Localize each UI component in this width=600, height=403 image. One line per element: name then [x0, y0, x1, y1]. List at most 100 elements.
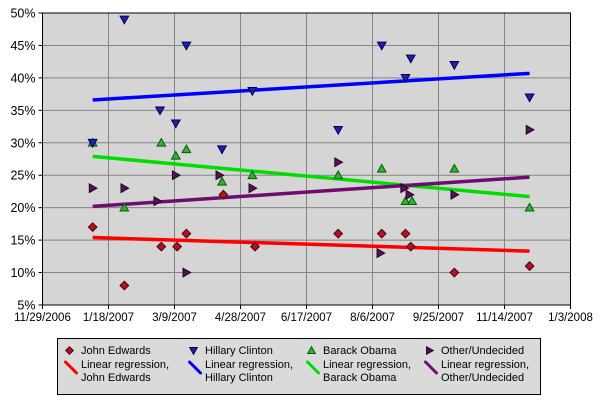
marker-john-edwards: [333, 228, 344, 239]
legend-item-regression-other-undecided: Linear regression, Other/Undecided: [424, 359, 542, 393]
marker-hillary-clinton: [400, 74, 411, 84]
marker-other-undecided: [88, 183, 98, 194]
marker-john-edwards: [405, 241, 416, 252]
marker-barack-obama: [449, 163, 460, 173]
plot-border: [42, 12, 571, 306]
x-tick-label: 6/17/2007: [281, 312, 332, 324]
y-tick-label: 50%: [10, 7, 35, 21]
marker-barack-obama: [181, 143, 192, 154]
legend-item-regression-barack-obama: Linear regression, Barack Obama: [306, 359, 424, 393]
marker-other-undecided: [400, 183, 410, 194]
regression-line-swatch-icon: [306, 360, 320, 375]
marker-other-undecided: [334, 157, 344, 168]
marker-other-undecided: [171, 170, 182, 181]
legend-item-regression-hillary-clinton: Linear regression, Hillary Clinton: [188, 359, 306, 393]
regression-line-john-edwards: [92, 235, 530, 253]
marker-john-edwards: [250, 241, 261, 252]
legend-label: Hillary Clinton: [205, 344, 273, 357]
legend-item-hillary-clinton: Hillary Clinton: [188, 342, 306, 359]
marker-hillary-clinton: [405, 54, 416, 64]
marker-other-undecided: [248, 183, 258, 194]
y-tick-label: 10%: [10, 266, 35, 280]
marker-hillary-clinton: [449, 61, 460, 71]
marker-john-edwards: [449, 267, 460, 278]
y-tick-label: 15%: [10, 234, 35, 248]
legend-label: Linear regression, Barack Obama: [323, 359, 412, 384]
legend-label: Linear regression, John Edwards: [81, 359, 170, 384]
x-tick-label: 9/25/2007: [413, 312, 464, 324]
marker-other-undecided: [215, 170, 225, 181]
x-tick-label: 11/14/2007: [476, 312, 533, 324]
y-tick-label: 5%: [17, 299, 35, 313]
x-tick-label: 1/3/2008: [548, 312, 593, 324]
triangle-down-marker-icon: [188, 347, 199, 356]
regression-line-swatch-icon: [188, 360, 202, 375]
y-tick-label: 25%: [10, 169, 35, 183]
regression-line-other-undecided: [92, 175, 530, 209]
marker-hillary-clinton: [154, 106, 166, 116]
y-tick-label: 40%: [10, 71, 35, 85]
marker-hillary-clinton: [87, 138, 98, 149]
marker-john-edwards: [524, 261, 535, 272]
legend-item-regression-john-edwards: Linear regression, John Edwards: [64, 359, 188, 393]
x-tick-label: 1/18/2007: [83, 312, 134, 324]
marker-hillary-clinton: [376, 41, 387, 51]
x-tick-label: 3/9/2007: [152, 312, 197, 324]
regression-line-swatch-icon: [64, 360, 78, 375]
legend-item-barack-obama: Barack Obama: [306, 342, 424, 359]
y-tick-label: 35%: [10, 104, 35, 118]
marker-hillary-clinton: [247, 87, 258, 97]
marker-barack-obama: [170, 150, 181, 160]
marker-barack-obama: [119, 202, 130, 212]
x-tick-label: 4/28/2007: [215, 312, 266, 324]
marker-john-edwards: [218, 189, 229, 200]
y-tick-label: 45%: [10, 39, 35, 53]
marker-other-undecided: [153, 196, 163, 207]
marker-barack-obama: [247, 169, 258, 180]
legend-label: Linear regression, Other/Undecided: [441, 359, 530, 384]
marker-barack-obama: [376, 163, 387, 173]
marker-other-undecided: [120, 183, 130, 194]
legend-label: John Edwards: [81, 344, 151, 357]
marker-barack-obama: [406, 195, 418, 206]
marker-hillary-clinton: [170, 119, 181, 129]
marker-hillary-clinton: [216, 145, 228, 155]
marker-john-edwards: [400, 228, 411, 239]
marker-other-undecided: [405, 189, 415, 200]
x-tick-label: 11/29/2006: [14, 312, 71, 324]
regression-line-barack-obama: [92, 154, 530, 199]
diamond-marker-icon: [64, 345, 75, 356]
marker-john-edwards: [119, 280, 130, 291]
marker-john-edwards: [376, 228, 387, 239]
chart-legend: John Edwards Hillary Clinton Barack Obama O…: [57, 338, 541, 395]
marker-hillary-clinton: [333, 125, 344, 136]
legend-label: Linear regression, Hillary Clinton: [205, 359, 294, 384]
marker-john-edwards: [156, 241, 167, 252]
triangle-up-marker-icon: [306, 345, 317, 354]
marker-hillary-clinton: [119, 15, 130, 25]
y-tick-label: 30%: [10, 136, 35, 150]
triangle-right-marker-icon: [426, 345, 435, 356]
marker-john-edwards: [172, 241, 183, 252]
marker-john-edwards: [181, 228, 192, 239]
marker-hillary-clinton: [524, 93, 535, 103]
marker-barack-obama: [333, 169, 344, 180]
regression-line-swatch-icon: [424, 360, 438, 375]
legend-item-john-edwards: John Edwards: [64, 342, 188, 359]
marker-barack-obama: [524, 202, 535, 212]
regression-line-hillary-clinton: [92, 71, 530, 102]
marker-other-undecided: [376, 247, 386, 259]
marker-barack-obama: [156, 137, 167, 147]
marker-other-undecided: [182, 267, 192, 278]
legend-item-other-undecided: Other/Undecided: [424, 342, 542, 359]
legend-label: Other/Undecided: [441, 344, 525, 357]
marker-hillary-clinton: [181, 41, 192, 51]
marker-other-undecided: [525, 124, 535, 135]
x-tick-label: 8/6/2007: [350, 312, 395, 324]
marker-barack-obama: [400, 195, 411, 206]
y-tick-label: 20%: [10, 201, 35, 215]
marker-john-edwards: [87, 222, 98, 233]
legend-label: Barack Obama: [323, 344, 397, 357]
